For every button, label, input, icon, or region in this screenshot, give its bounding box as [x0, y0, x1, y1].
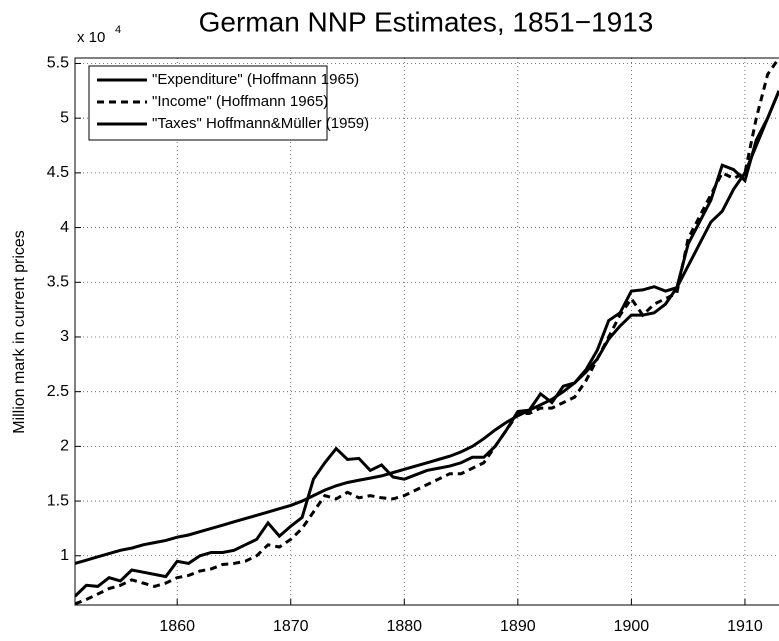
legend-label: "Taxes" Hoffmann&Müller (1959) [152, 115, 369, 132]
y-multiplier-exponent: 4 [115, 24, 121, 36]
y-multiplier: x 10 [77, 29, 105, 46]
axis-frame [74, 57, 779, 606]
y-tick-label: 1.5 [47, 492, 69, 509]
y-axis-label: Million mark in current prices [11, 230, 28, 434]
data-line [75, 90, 779, 565]
y-tick-label: 3 [60, 328, 69, 345]
y-tick-label: 5.5 [47, 55, 69, 72]
legend-label: "Expenditure" (Hoffmann 1965) [152, 71, 359, 88]
y-tick-label: 4 [60, 219, 69, 236]
chart-title: German NNP Estimates, 1851−1913 [199, 6, 654, 37]
x-tick-label: 1870 [273, 618, 309, 635]
legend-label: "Income" (Hoffmann 1965) [152, 93, 328, 110]
y-tick-label: 1 [60, 547, 69, 564]
y-tick-label: 2.5 [47, 383, 69, 400]
x-tick-label: 1900 [614, 618, 650, 635]
y-tick-label: 5 [60, 109, 69, 126]
x-tick-label: 1880 [386, 618, 422, 635]
y-tick-label: 3.5 [47, 273, 69, 290]
y-tick-label: 4.5 [47, 164, 69, 181]
y-tick-label: 2 [60, 438, 69, 455]
data-line [75, 58, 779, 605]
legend-box [88, 65, 328, 141]
x-tick-label: 1860 [159, 618, 195, 635]
data-line [75, 90, 779, 598]
x-tick-label: 1910 [727, 618, 763, 635]
x-tick-label: 1890 [500, 618, 536, 635]
